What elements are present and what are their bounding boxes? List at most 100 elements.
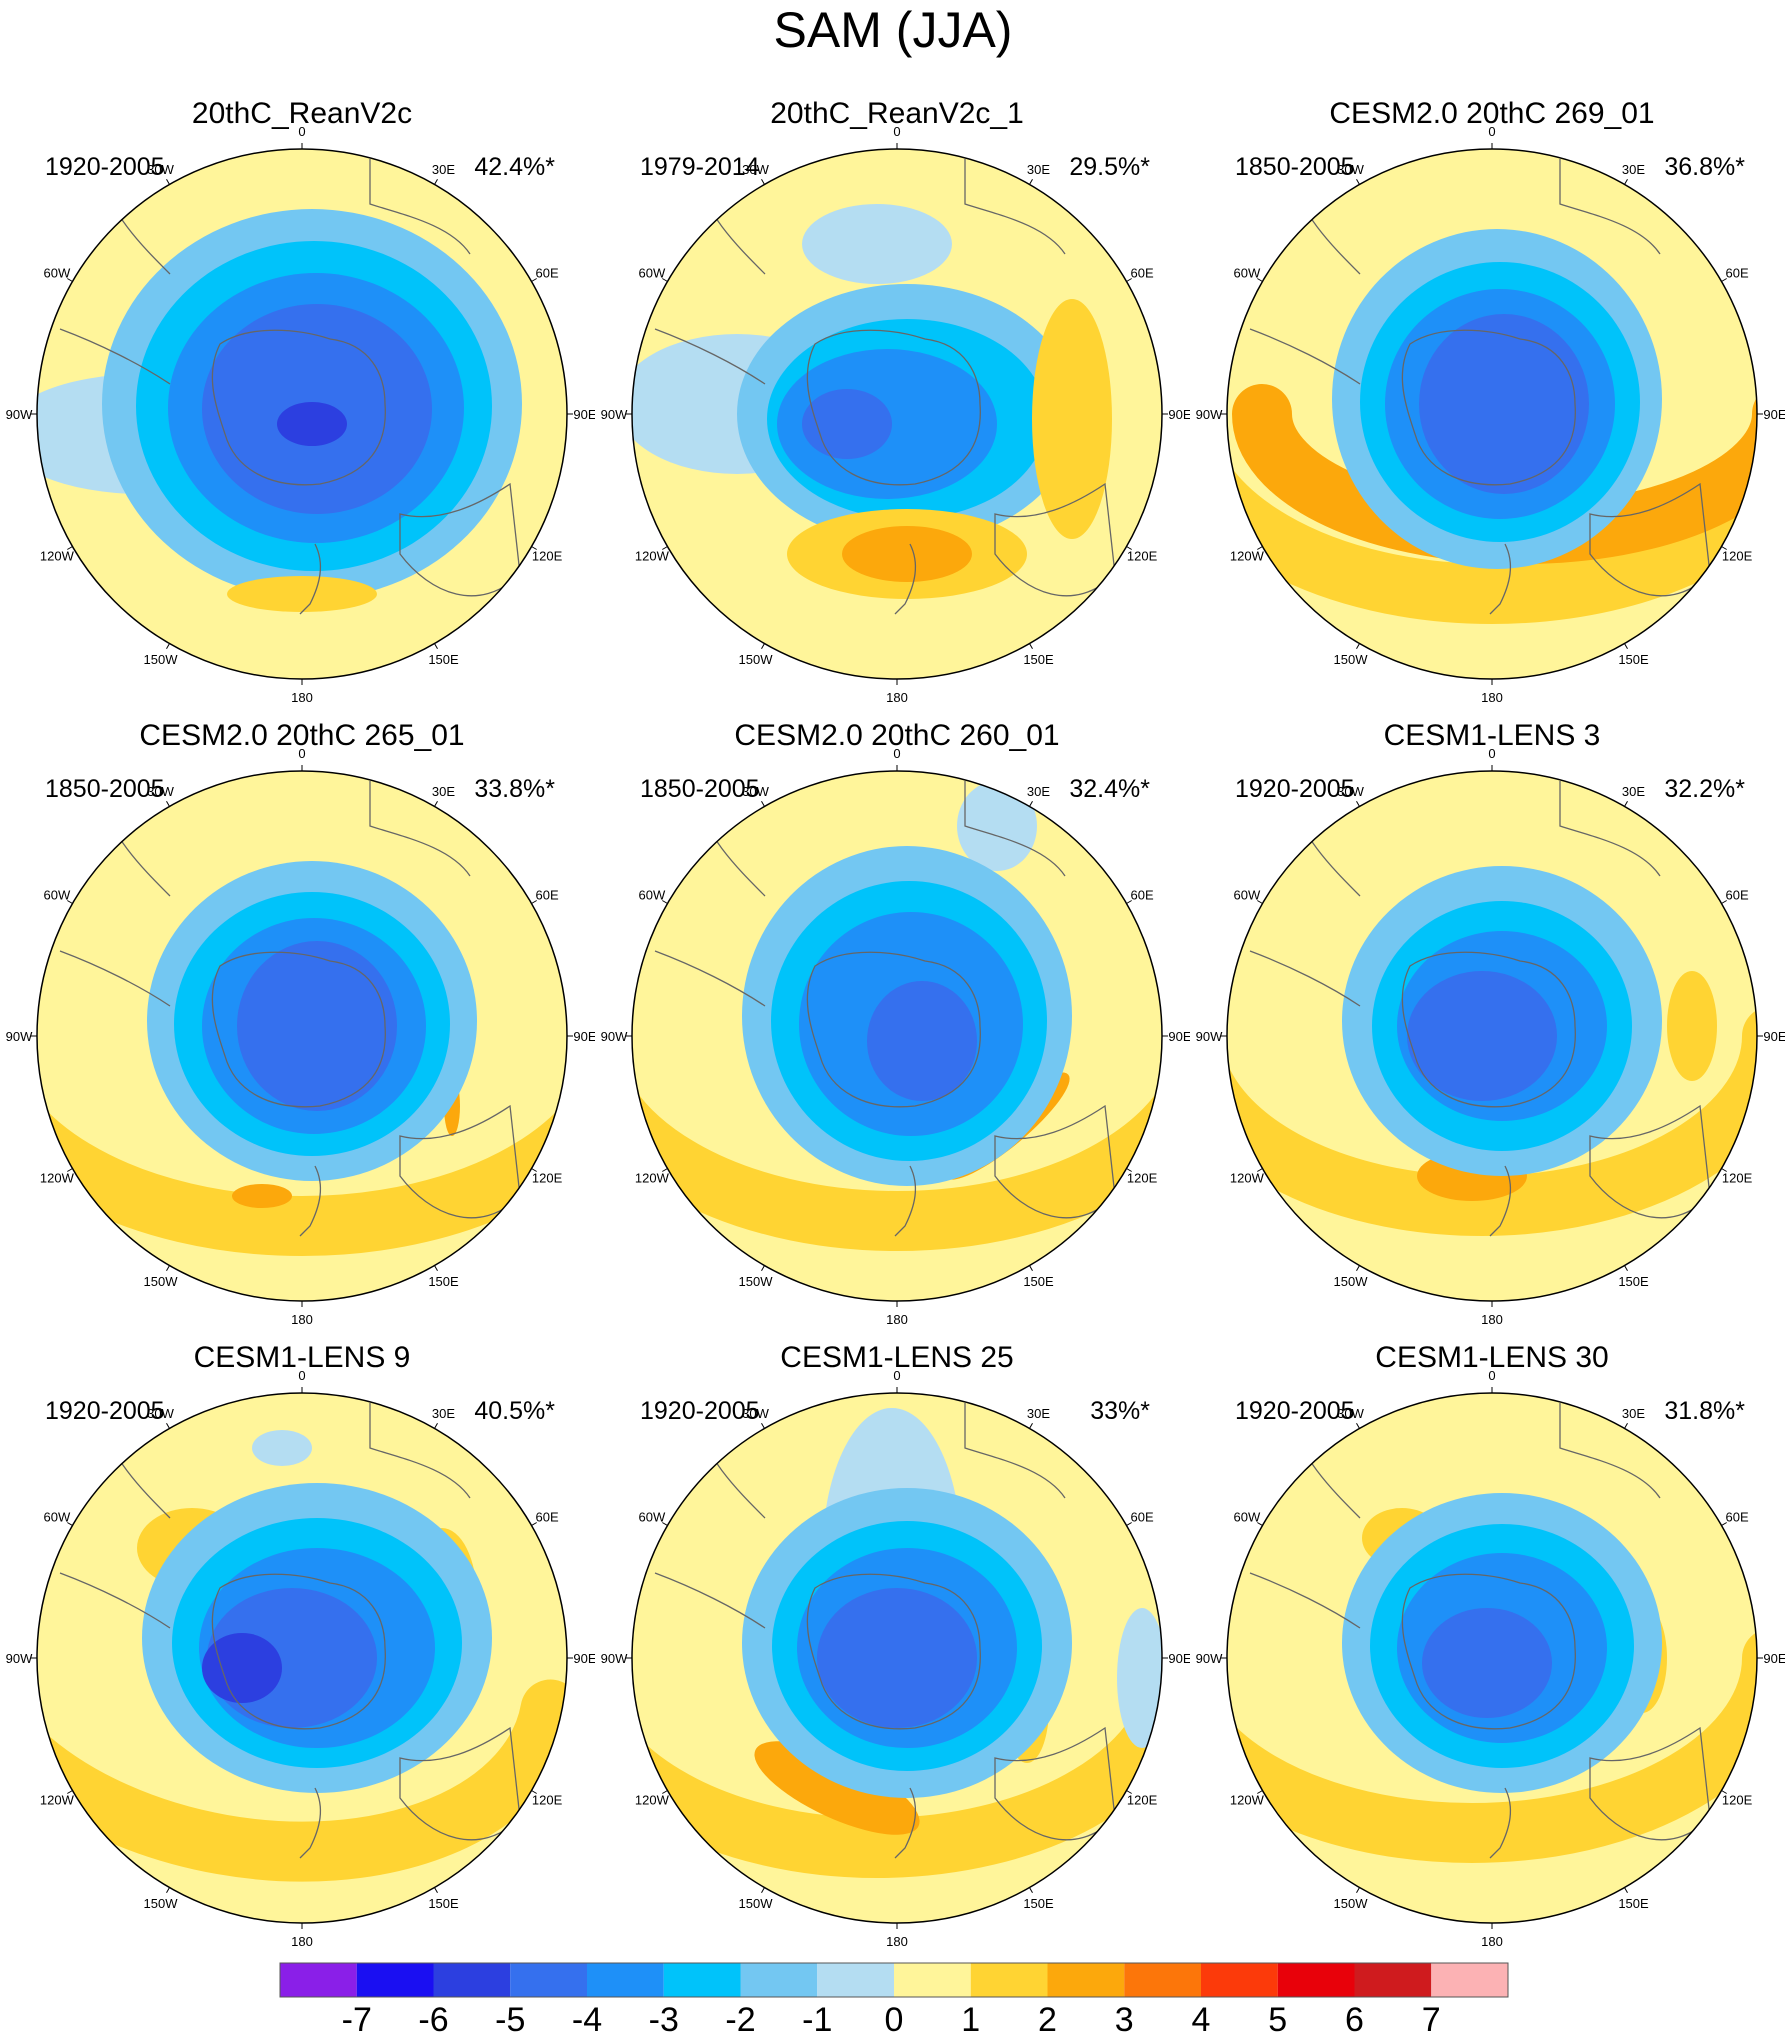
colorbar-label: 5 bbox=[1268, 2001, 1287, 2039]
contour-region bbox=[277, 402, 347, 446]
lon-label: 150E bbox=[1618, 652, 1649, 667]
lon-label: 30E bbox=[1027, 162, 1050, 177]
colorbar-label: -3 bbox=[649, 2001, 679, 2039]
lon-tick bbox=[1356, 801, 1360, 807]
lon-tick bbox=[67, 1168, 73, 1172]
lon-label: 30W bbox=[742, 162, 769, 177]
lon-label: 90E bbox=[1168, 407, 1190, 422]
field-contours bbox=[1227, 149, 1757, 679]
lon-tick bbox=[1624, 643, 1628, 649]
lon-tick bbox=[67, 1522, 73, 1526]
lon-tick bbox=[67, 900, 73, 904]
lon-label: 60E bbox=[536, 1510, 559, 1525]
panel-variance: 29.5%* bbox=[1069, 153, 1150, 181]
lon-label: 90W bbox=[1196, 1029, 1223, 1044]
colorbar-swatch bbox=[817, 1963, 894, 1997]
lon-label: 0 bbox=[1488, 124, 1495, 139]
contour-region bbox=[1032, 299, 1112, 539]
polar-map: CESM1-LENS 9 1920-2005 40.5%* 0 30E 60E 90E 120… bbox=[6, 1341, 595, 1949]
contour-band bbox=[1227, 1006, 1757, 1236]
lon-tick bbox=[166, 1265, 170, 1271]
panel-title: CESM1-LENS 25 bbox=[780, 1341, 1013, 1374]
map-panel: CESM1-LENS 30 1920-2005 31.8%* 0 30E 60E 90E 12… bbox=[1190, 1334, 1785, 1954]
contour-region bbox=[817, 1588, 977, 1728]
lon-label: 30E bbox=[1622, 162, 1645, 177]
contour-region bbox=[802, 389, 892, 459]
lon-tick bbox=[531, 1522, 537, 1526]
colorbar-swatch bbox=[1431, 1963, 1508, 1997]
lon-label: 150W bbox=[144, 1274, 179, 1289]
panel-years: 1920-2005 bbox=[1235, 1397, 1355, 1425]
lon-label: 90E bbox=[573, 1029, 595, 1044]
contour-band bbox=[632, 1006, 1162, 1251]
field-contours bbox=[1227, 771, 1757, 1301]
lon-label: 120E bbox=[1127, 549, 1158, 564]
lon-label: 120E bbox=[1722, 549, 1753, 564]
panel-title: CESM2.0 20thC 260_01 bbox=[734, 719, 1059, 752]
lon-label: 0 bbox=[1488, 1368, 1495, 1383]
contour-region bbox=[232, 1184, 292, 1208]
lon-tick bbox=[67, 546, 73, 550]
lon-tick bbox=[531, 546, 537, 550]
lon-tick bbox=[662, 546, 668, 550]
panel-years: 1920-2005 bbox=[45, 153, 165, 181]
field-contours bbox=[632, 771, 1162, 1301]
lon-tick bbox=[531, 1790, 537, 1794]
lon-tick bbox=[1257, 1790, 1263, 1794]
lon-label: 150E bbox=[1023, 652, 1054, 667]
lon-label: 120W bbox=[635, 1171, 670, 1186]
lon-tick bbox=[761, 643, 765, 649]
lon-tick bbox=[1624, 1423, 1628, 1429]
contour-band bbox=[37, 1006, 567, 1256]
lon-label: 180 bbox=[291, 690, 313, 705]
lon-label: 30W bbox=[147, 162, 174, 177]
colorbar-label: -4 bbox=[572, 2001, 602, 2039]
lon-tick bbox=[166, 1887, 170, 1893]
lon-label: 120E bbox=[532, 549, 563, 564]
colorbar-swatch bbox=[587, 1963, 664, 1997]
lon-tick bbox=[531, 900, 537, 904]
lon-tick bbox=[1624, 801, 1628, 807]
contour-band bbox=[37, 1575, 567, 1882]
lon-label: 150E bbox=[1618, 1274, 1649, 1289]
lon-label: 90W bbox=[601, 1029, 628, 1044]
lon-label: 30E bbox=[1622, 1406, 1645, 1421]
panel-years: 1850-2005 bbox=[1235, 153, 1355, 181]
lon-label: 0 bbox=[298, 746, 305, 761]
polar-map: CESM2.0 20thC 269_01 1850-2005 36.8%* 0 30E 6… bbox=[1196, 97, 1785, 705]
lon-label: 150E bbox=[428, 652, 459, 667]
lon-label: 60W bbox=[639, 266, 666, 281]
lon-label: 30W bbox=[742, 784, 769, 799]
contour-region bbox=[1419, 314, 1589, 494]
lon-tick bbox=[1029, 1887, 1033, 1893]
lon-tick bbox=[434, 643, 438, 649]
lon-label: 30W bbox=[1337, 1406, 1364, 1421]
field-contours bbox=[632, 1393, 1162, 1923]
panel-title: 20thC_ReanV2c_1 bbox=[770, 97, 1024, 130]
lon-label: 30W bbox=[147, 784, 174, 799]
lon-tick bbox=[662, 900, 668, 904]
field-contours bbox=[37, 771, 567, 1301]
map-panel: CESM2.0 20thC 260_01 1850-2005 32.4%* 0 30E 6… bbox=[595, 712, 1190, 1332]
panel-variance: 32.4%* bbox=[1069, 775, 1150, 803]
colorbar-swatch bbox=[433, 1963, 511, 1997]
lon-tick bbox=[1721, 278, 1727, 282]
lon-tick bbox=[531, 1168, 537, 1172]
lon-tick bbox=[1126, 1522, 1132, 1526]
panel-variance: 40.5%* bbox=[474, 1397, 555, 1425]
lon-label: 150W bbox=[739, 1274, 774, 1289]
contour-band bbox=[632, 1638, 1162, 1878]
lon-label: 60E bbox=[536, 888, 559, 903]
lon-label: 180 bbox=[886, 690, 908, 705]
lon-tick bbox=[761, 179, 765, 185]
colorbar-label: 0 bbox=[885, 2001, 904, 2039]
lon-label: 0 bbox=[893, 746, 900, 761]
lon-label: 0 bbox=[298, 1368, 305, 1383]
contour-region bbox=[754, 1741, 920, 1835]
panel-variance: 32.2%* bbox=[1664, 775, 1745, 803]
panel-title: CESM2.0 20thC 265_01 bbox=[139, 719, 464, 752]
panel-title: CESM1-LENS 9 bbox=[194, 1341, 411, 1374]
panel-years: 1920-2005 bbox=[45, 1397, 165, 1425]
lon-label: 60E bbox=[1131, 1510, 1154, 1525]
lon-label: 60W bbox=[44, 1510, 71, 1525]
